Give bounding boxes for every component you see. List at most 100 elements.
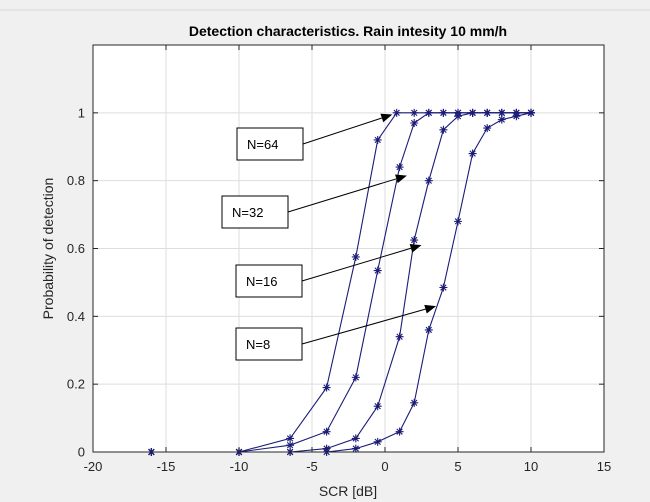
- point-marker: [373, 135, 382, 144]
- data-point: [373, 402, 382, 411]
- point-marker: [373, 437, 382, 446]
- point-marker: [439, 283, 448, 292]
- point-marker: [512, 112, 521, 121]
- data-point: [468, 108, 477, 117]
- y-axis-label: Probability of detection: [40, 178, 56, 320]
- data-point: [527, 108, 535, 117]
- arrow-head: [395, 174, 407, 184]
- point-marker: [322, 383, 331, 392]
- point-marker: [395, 332, 404, 341]
- annotation: N=16: [235, 243, 422, 298]
- data-point: [351, 373, 360, 382]
- annotation: N=32: [221, 174, 407, 229]
- point-marker: [410, 108, 419, 117]
- x-tick-label: 5: [454, 459, 461, 474]
- data-point: [351, 444, 360, 453]
- annotation-label: N=64: [247, 137, 278, 152]
- annotation-label: N=16: [246, 274, 277, 289]
- point-marker: [468, 149, 477, 158]
- data-point: [410, 236, 419, 245]
- point-marker: [351, 373, 360, 382]
- data-point: [454, 217, 462, 226]
- annotations: N=64 N=32 N=16 N=8: [221, 113, 437, 361]
- annotation-arrow: [302, 117, 383, 145]
- series-line: [151, 112, 531, 453]
- annotation-box: [221, 195, 289, 229]
- data-point: [395, 427, 404, 436]
- data-point: [351, 252, 360, 261]
- y-tick-label: 0.6: [67, 241, 85, 256]
- x-tick-label: -15: [157, 459, 176, 474]
- data-point: [410, 398, 419, 407]
- point-marker: [395, 163, 404, 172]
- annotation-arrow: [301, 308, 426, 345]
- point-marker: [439, 125, 448, 134]
- data-point: [392, 108, 401, 117]
- data-point: [424, 108, 433, 117]
- point-marker: [483, 108, 492, 117]
- data-point: [439, 125, 448, 134]
- point-marker: [373, 402, 382, 411]
- data-point: [395, 163, 404, 172]
- x-tick-label: 10: [524, 459, 538, 474]
- point-marker: [454, 112, 462, 121]
- data-point: [424, 176, 433, 185]
- point-marker: [454, 217, 462, 226]
- point-marker: [424, 176, 433, 185]
- arrow-head: [380, 113, 393, 123]
- point-marker: [527, 108, 535, 117]
- data-point: [322, 427, 331, 436]
- x-tick-label: 15: [597, 459, 611, 474]
- x-tick-label: -10: [230, 459, 249, 474]
- data-point: [483, 124, 492, 133]
- point-marker: [351, 252, 360, 261]
- point-marker: [392, 108, 401, 117]
- y-tick-label: 0.2: [67, 377, 85, 392]
- annotation-label: N=32: [232, 205, 263, 220]
- data-point: [373, 135, 382, 144]
- ticks: -20 -15 -10 -5 0 5 10 15 0 0.2 0.4 0.6 0.8 1: [67, 44, 611, 474]
- data-point: [395, 332, 404, 341]
- annotation-box: [235, 327, 303, 361]
- x-axis-label: SCR [dB]: [319, 483, 377, 499]
- arrow-head: [409, 243, 422, 253]
- series-group: [147, 108, 535, 456]
- annotation: N=8: [235, 304, 437, 361]
- x-tick-label: 0: [381, 459, 388, 474]
- annotation-box: [236, 127, 304, 161]
- data-point: [351, 434, 360, 443]
- data-point: [373, 437, 382, 446]
- annotation-arrow: [287, 178, 397, 213]
- point-marker: [286, 434, 295, 443]
- data-point: [439, 108, 448, 117]
- data-point: [286, 441, 295, 450]
- point-marker: [373, 266, 382, 275]
- annotation: N=64: [236, 113, 393, 161]
- point-marker: [410, 119, 419, 128]
- annotation-arrow: [301, 247, 412, 282]
- data-point: [497, 108, 506, 117]
- y-tick-label: 1: [78, 105, 85, 120]
- point-marker: [351, 434, 360, 443]
- x-tick-label: -5: [306, 459, 318, 474]
- data-point: [497, 115, 506, 124]
- point-marker: [497, 108, 506, 117]
- arrow-head: [424, 304, 437, 314]
- point-marker: [410, 236, 419, 245]
- point-marker: [351, 444, 360, 453]
- data-point: [483, 108, 492, 117]
- point-marker: [322, 427, 331, 436]
- chart-title: Detection characteristics. Rain intesity…: [189, 23, 507, 39]
- y-tick-label: 0.8: [67, 173, 85, 188]
- point-marker: [424, 325, 433, 334]
- data-point: [286, 434, 295, 443]
- point-marker: [395, 427, 404, 436]
- y-tick-label: 0: [78, 445, 85, 460]
- data-point: [410, 119, 419, 128]
- point-marker: [424, 108, 433, 117]
- x-tick-label: -20: [84, 459, 103, 474]
- data-point: [424, 325, 433, 334]
- data-point: [439, 283, 448, 292]
- data-point: [410, 108, 419, 117]
- data-point: [512, 112, 521, 121]
